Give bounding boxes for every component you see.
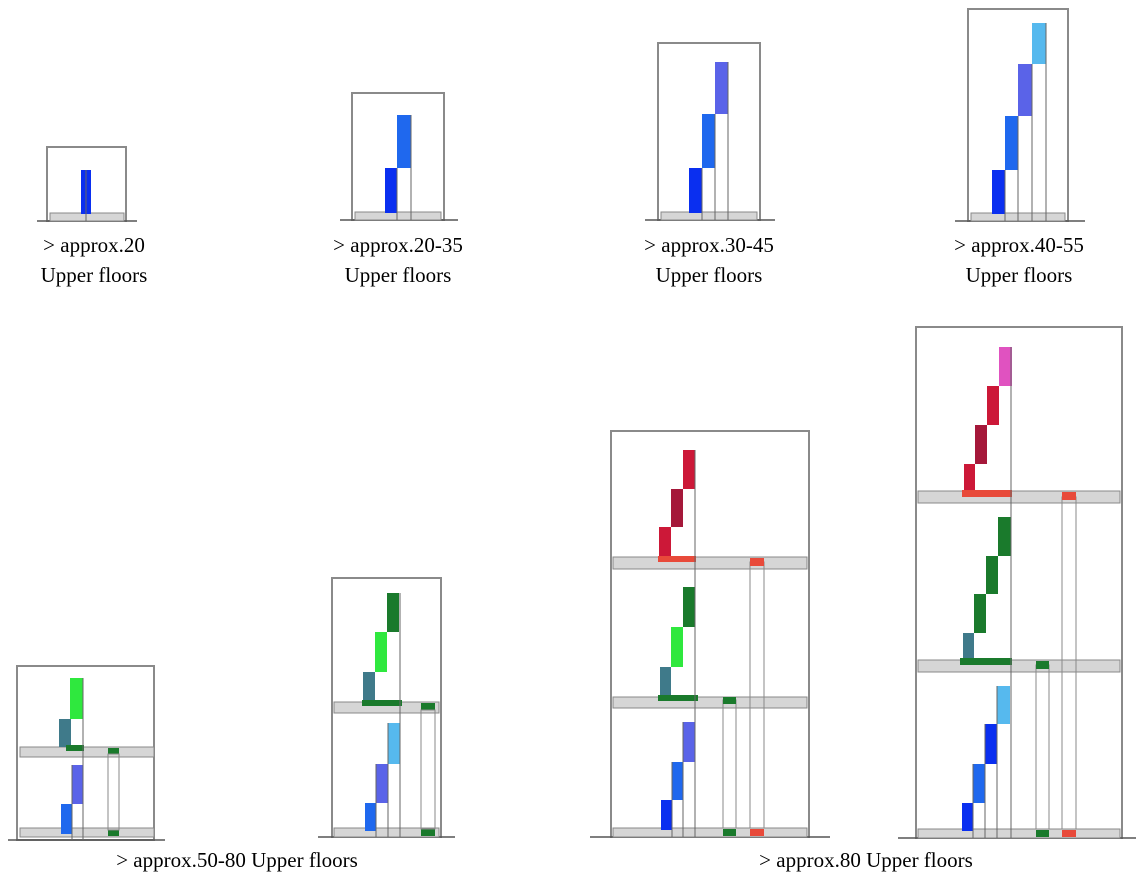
stair-flight-violet bbox=[1018, 64, 1032, 116]
stair-flight-mid-blue bbox=[1005, 116, 1018, 170]
floor-slab-transfer bbox=[917, 490, 1121, 504]
shaft-top-green bbox=[723, 697, 736, 704]
shaft-base-green bbox=[421, 829, 435, 836]
label-approx-20-35-line2: Upper floors bbox=[345, 263, 452, 287]
transfer-landing-green bbox=[362, 700, 402, 706]
stair-flight-mid-blue bbox=[61, 804, 72, 834]
express-shaft-green bbox=[722, 699, 737, 829]
label-approx-40-55-line2: Upper floors bbox=[966, 263, 1073, 287]
stair-flight-dark-green bbox=[387, 593, 399, 632]
floor-slab bbox=[354, 211, 442, 221]
stair-flight-red bbox=[964, 464, 975, 491]
diagram-approx-50-80-b bbox=[318, 577, 455, 838]
stair-flight-sky bbox=[388, 723, 400, 764]
label-group-approx-80: > approx.80 Upper floors bbox=[759, 848, 973, 872]
stair-flight-blue bbox=[385, 168, 397, 213]
stair-flight-dark-green bbox=[998, 517, 1011, 556]
stair-flight-violet bbox=[72, 765, 83, 804]
building-frame bbox=[610, 430, 810, 838]
stair-flight-dark-red bbox=[975, 425, 987, 464]
stair-flight-violet bbox=[376, 764, 388, 803]
shaft-base-red bbox=[750, 829, 764, 836]
stair-flight-dark-green bbox=[986, 556, 998, 594]
diagram-approx-20 bbox=[37, 146, 137, 222]
shaft-top-green bbox=[1036, 661, 1049, 669]
stair-flight-magenta bbox=[999, 347, 1012, 386]
stair-flight-sky bbox=[1032, 23, 1046, 64]
diagram-approx-20-35 bbox=[340, 92, 458, 221]
stair-flight-blue bbox=[689, 168, 702, 213]
stair-flight-teal bbox=[963, 633, 974, 660]
label-group-approx-50-80: > approx.50-80 Upper floors bbox=[116, 848, 358, 872]
floor-slab bbox=[49, 212, 125, 222]
express-shaft bbox=[420, 709, 436, 830]
building-frame bbox=[915, 326, 1123, 839]
floor-slab-transfer bbox=[612, 556, 808, 570]
stair-flight-red bbox=[659, 527, 671, 557]
stair-flight-mid-blue bbox=[672, 762, 683, 800]
shaft-base-green bbox=[108, 830, 119, 836]
stair-flight-teal bbox=[660, 667, 671, 697]
stair-flight-dark-green bbox=[683, 587, 695, 627]
diagram-approx-50-80-a bbox=[8, 665, 165, 841]
diagram-approx-30-45 bbox=[645, 42, 775, 221]
transfer-landing-green bbox=[66, 745, 84, 751]
label-approx-20-line1: > approx.20 bbox=[43, 233, 145, 257]
stair-flight-blue bbox=[985, 724, 997, 764]
express-shaft-green bbox=[1035, 664, 1050, 830]
stair-flight-teal bbox=[363, 672, 375, 702]
label-approx-40-55-line1: > approx.40-55 bbox=[954, 233, 1084, 257]
stair-flight-red bbox=[683, 450, 695, 489]
stair-flight-mid-blue bbox=[973, 764, 985, 803]
floor-slab-transfer bbox=[917, 659, 1121, 673]
label-approx-30-45-line1: > approx.30-45 bbox=[644, 233, 774, 257]
floor-slab-transfer bbox=[612, 696, 808, 709]
floor-slab bbox=[612, 827, 808, 838]
shaft-top-red bbox=[1062, 492, 1076, 500]
floor-slab-transfer bbox=[19, 746, 155, 758]
shaft-top-green bbox=[421, 703, 435, 710]
stair-flight-dark-green bbox=[974, 594, 986, 633]
transfer-landing-green bbox=[960, 658, 1012, 665]
transfer-landing-red bbox=[658, 556, 696, 562]
stair-flight-blue bbox=[661, 800, 672, 830]
stair-flight-blue bbox=[962, 803, 973, 831]
stair-flight-blue bbox=[992, 170, 1005, 214]
transfer-landing-green bbox=[658, 695, 698, 701]
diagram-approx-40-55 bbox=[955, 8, 1085, 222]
express-shaft-red bbox=[749, 561, 765, 829]
floor-slab bbox=[19, 827, 155, 838]
stair-flight-green bbox=[671, 627, 683, 667]
stair-flight-sky bbox=[997, 686, 1010, 724]
diagram-approx-80-a bbox=[590, 430, 830, 838]
shaft-base-green bbox=[723, 829, 736, 836]
stair-flight-teal bbox=[59, 719, 71, 747]
stair-flight-mid-blue bbox=[397, 115, 411, 168]
shaft-base-green bbox=[1036, 830, 1049, 837]
shaft-top-red bbox=[750, 558, 764, 566]
stair-flight-mid-blue bbox=[365, 803, 376, 831]
stair-flight-green bbox=[375, 632, 387, 672]
label-approx-20-35-line1: > approx.20-35 bbox=[333, 233, 463, 257]
shaft-base-red bbox=[1062, 830, 1076, 837]
stair-flight-green bbox=[70, 678, 83, 719]
label-approx-30-45-line2: Upper floors bbox=[656, 263, 763, 287]
stair-flight-mid-blue bbox=[702, 114, 715, 168]
stair-flight-violet bbox=[683, 722, 695, 762]
label-approx-20-line2: Upper floors bbox=[41, 263, 148, 287]
express-shaft bbox=[107, 753, 120, 831]
shaft-top-green bbox=[108, 748, 119, 754]
transfer-landing-red bbox=[962, 490, 1012, 497]
floor-slab bbox=[660, 211, 758, 221]
stair-flight-red bbox=[987, 386, 999, 425]
stair-flight-violet bbox=[715, 62, 728, 114]
floor-slab bbox=[917, 828, 1121, 839]
stair-flight-dark-red bbox=[671, 489, 683, 527]
diagram-approx-80-b bbox=[898, 326, 1136, 839]
floor-slab bbox=[333, 827, 440, 838]
